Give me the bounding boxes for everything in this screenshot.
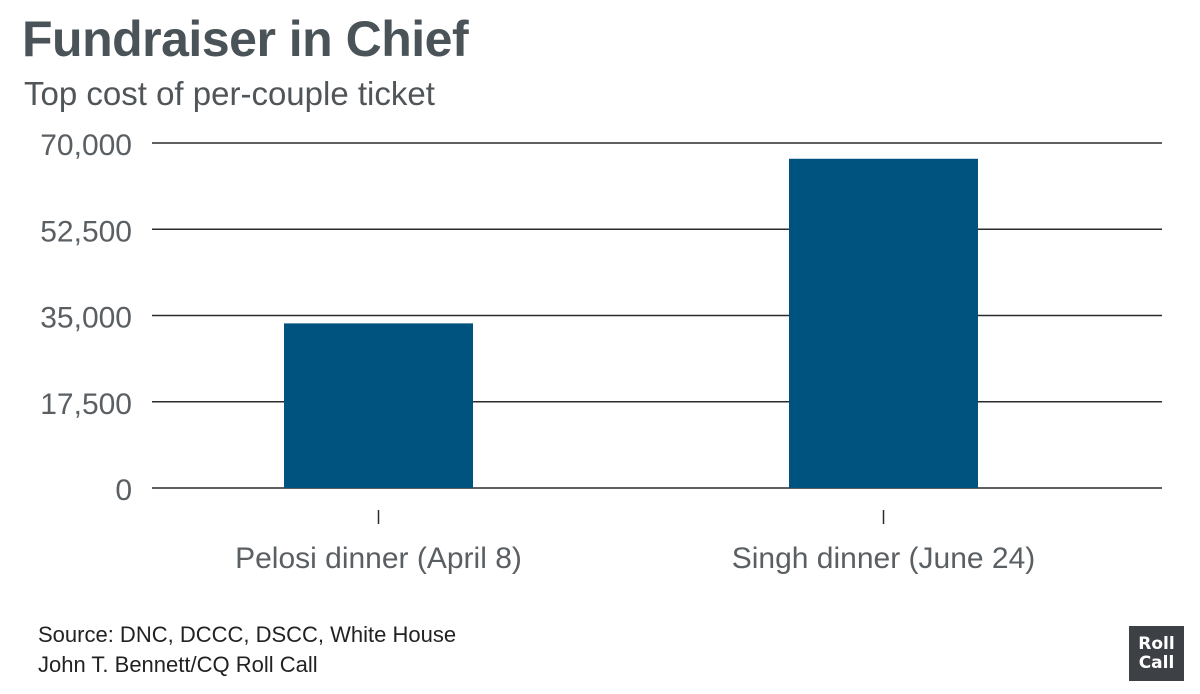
y-tick-label: 17,500 xyxy=(40,388,132,421)
y-tick-label: 0 xyxy=(115,474,132,507)
logo-line-1: Roll xyxy=(1138,634,1175,654)
bar xyxy=(284,323,473,488)
y-tick-label: 35,000 xyxy=(40,302,132,335)
source-note: Source: DNC, DCCC, DSCC, White House xyxy=(38,622,457,647)
chart-subtitle: Top cost of per-couple ticket xyxy=(24,75,435,112)
credit-note: John T. Bennett/CQ Roll Call xyxy=(38,652,318,677)
chart-title: Fundraiser in Chief xyxy=(22,11,469,67)
x-tick-label: Pelosi dinner (April 8) xyxy=(235,542,522,575)
bar xyxy=(789,158,978,488)
logo-line-2: Call xyxy=(1138,653,1175,673)
y-tick-label: 52,500 xyxy=(40,215,132,248)
roll-call-logo: Roll Call xyxy=(1129,626,1184,681)
x-tick-label: Singh dinner (June 24) xyxy=(732,542,1036,575)
y-tick-label: 70,000 xyxy=(40,129,132,162)
